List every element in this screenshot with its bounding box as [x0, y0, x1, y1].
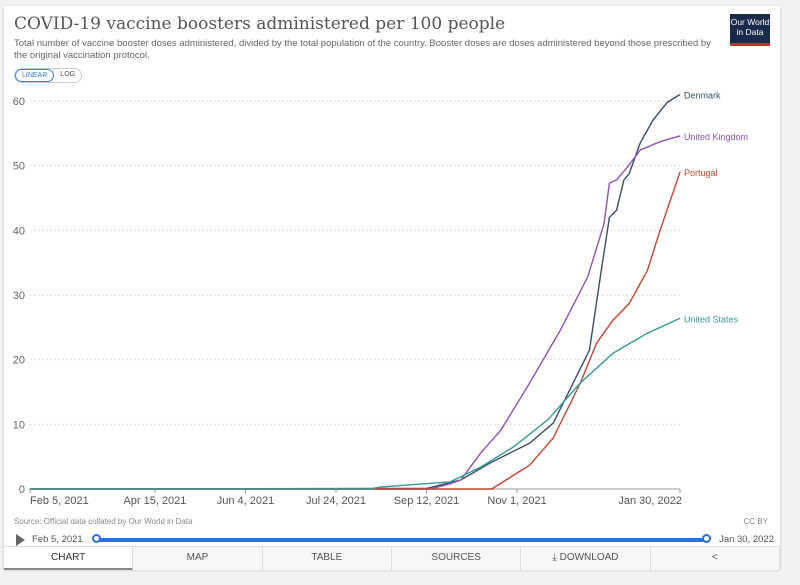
log-button[interactable]: LOG	[60, 71, 76, 78]
scale-toggle[interactable]: LINEAR LOG	[14, 68, 83, 83]
tab-download[interactable]: ⤓ DOWNLOAD	[521, 547, 651, 570]
series-line-denmark	[29, 93, 681, 490]
series-label: United States	[684, 314, 739, 324]
x-tick-label: Jan 30, 2022	[618, 495, 682, 507]
timeline: Feb 5, 2021 Jan 30, 2022	[14, 531, 774, 549]
timeline-start-handle[interactable]	[92, 534, 101, 543]
source-note: Source: Official data collated by Our Wo…	[14, 517, 193, 526]
y-tick-label: 40	[13, 225, 25, 237]
y-tick-label: 20	[13, 355, 25, 367]
timeline-end-handle[interactable]	[702, 534, 711, 543]
x-tick-label: Nov 1, 2021	[487, 495, 546, 507]
tab-sources[interactable]: SOURCES	[392, 547, 522, 570]
owid-logo[interactable]: Our World in Data	[730, 14, 770, 46]
tab-chart[interactable]: CHART	[4, 547, 134, 570]
linear-button[interactable]: LINEAR	[15, 69, 55, 82]
x-tick-label: Sep 12, 2021	[394, 495, 459, 507]
y-tick-label: 10	[13, 419, 25, 431]
x-tick-label: Jul 24, 2021	[306, 495, 366, 507]
x-tick-label: Jun 4, 2021	[217, 495, 275, 507]
share-icon[interactable]: <	[651, 547, 780, 570]
x-tick-label: Apr 15, 2021	[123, 495, 186, 507]
series-label: Denmark	[684, 91, 721, 101]
series-line-united-kingdom	[30, 135, 681, 490]
play-icon[interactable]	[16, 534, 25, 546]
timeline-start: Feb 5, 2021	[32, 534, 83, 545]
chart-subtitle: Total number of vaccine booster doses ad…	[14, 38, 711, 61]
series-line-united-states	[30, 317, 681, 490]
tab-map[interactable]: MAP	[133, 547, 263, 570]
timeline-track[interactable]	[96, 538, 706, 542]
chart-card: COVID-19 vaccine boosters administered p…	[4, 6, 780, 570]
tab-table[interactable]: TABLE	[263, 547, 392, 570]
timeline-end: Jan 30, 2022	[719, 534, 774, 545]
chart-title: COVID-19 vaccine boosters administered p…	[14, 14, 506, 34]
y-tick-label: 0	[19, 484, 25, 496]
series-label: United Kingdom	[684, 132, 748, 142]
series-label: Portugal	[684, 168, 718, 178]
y-tick-label: 50	[13, 161, 25, 173]
series-line-portugal	[30, 171, 681, 490]
y-tick-label: 30	[13, 290, 25, 302]
license-link[interactable]: CC BY	[743, 517, 768, 526]
x-tick-label: Feb 5, 2021	[30, 495, 89, 507]
y-tick-label: 60	[13, 96, 25, 108]
tab-bar: CHART MAP TABLE SOURCES ⤓ DOWNLOAD <	[4, 546, 780, 570]
